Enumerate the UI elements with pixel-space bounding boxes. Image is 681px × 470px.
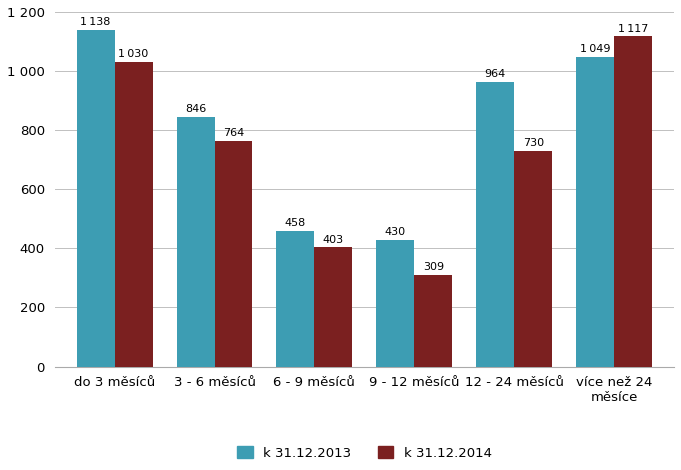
Bar [476,82,514,367]
Text: 1 030: 1 030 [118,49,148,59]
Text: 846: 846 [185,103,206,114]
Text: 1 117: 1 117 [618,24,648,33]
Legend: k 31.12.2013, k 31.12.2014: k 31.12.2013, k 31.12.2014 [230,440,498,466]
Bar [377,240,414,367]
Bar [576,56,614,367]
Text: 964: 964 [485,69,506,79]
Bar [514,151,552,367]
Text: 309: 309 [423,262,444,272]
Bar [176,117,215,367]
Text: 1 138: 1 138 [80,17,111,27]
Bar [215,141,253,367]
Bar [114,62,153,367]
Text: 403: 403 [323,235,344,244]
Bar [414,275,452,367]
Text: 730: 730 [522,138,543,148]
Bar [77,30,114,367]
Text: 764: 764 [223,128,244,138]
Text: 430: 430 [385,227,406,236]
Bar [614,37,652,367]
Bar [276,231,315,367]
Text: 1 049: 1 049 [580,44,610,54]
Text: 458: 458 [285,218,306,228]
Bar [315,248,352,367]
